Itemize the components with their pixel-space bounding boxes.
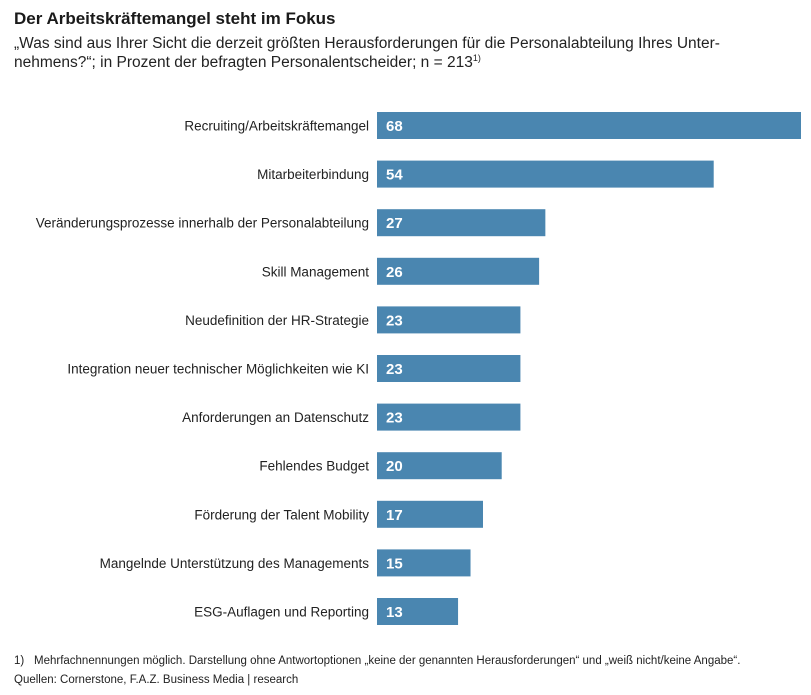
bar bbox=[377, 160, 714, 188]
category-label: Skill Management bbox=[262, 264, 370, 279]
bar bbox=[377, 355, 521, 382]
value-label: 13 bbox=[386, 604, 403, 621]
footnote-mark: 1) bbox=[14, 655, 25, 667]
bar bbox=[377, 549, 471, 577]
bar bbox=[377, 257, 540, 285]
value-label: 17 bbox=[386, 507, 403, 524]
bar bbox=[377, 403, 521, 431]
category-label: Fehlendes Budget bbox=[259, 459, 369, 474]
category-label: ESG-Auflagen und Reporting bbox=[194, 605, 369, 620]
value-label: 23 bbox=[386, 410, 403, 427]
value-label: 54 bbox=[386, 167, 403, 184]
footnote: 1) Mehrfachnennungen möglich. Darstellung… bbox=[14, 655, 804, 667]
chart-subtitle: „Was sind aus Ihrer Sicht die derzeit gr… bbox=[14, 34, 784, 72]
source-note: Quellen: Cornerstone, F.A.Z. Business Me… bbox=[14, 674, 299, 686]
value-label: 27 bbox=[386, 215, 403, 232]
category-label: Veränderungsprozesse innerhalb der Perso… bbox=[36, 216, 369, 231]
bar bbox=[377, 598, 459, 625]
category-label: Mitarbeiterbindung bbox=[257, 167, 369, 182]
value-label: 15 bbox=[386, 555, 403, 572]
category-label: Neudefinition der HR-Strategie bbox=[185, 313, 369, 328]
bar-chart: Recruiting/Arbeitskräftemangel 68 Mitarbei… bbox=[36, 112, 801, 625]
value-label: 23 bbox=[386, 312, 403, 329]
value-label: 23 bbox=[386, 361, 403, 378]
bar bbox=[377, 112, 801, 139]
value-label: 20 bbox=[386, 458, 403, 475]
subtitle-footnote-mark: 1) bbox=[472, 53, 481, 63]
category-label: Integration neuer technischer Möglichkei… bbox=[67, 362, 369, 377]
bar bbox=[377, 306, 521, 334]
chart-title: Der Arbeitskräftemangel steht im Fokus bbox=[14, 9, 336, 28]
category-label: Anforderungen an Datenschutz bbox=[182, 410, 369, 425]
bar bbox=[377, 209, 546, 237]
footnote-text: Mehrfachnennungen möglich. Darstellung o… bbox=[34, 655, 741, 667]
subtitle-text: „Was sind aus Ihrer Sicht die derzeit gr… bbox=[14, 35, 720, 71]
category-label: Recruiting/Arbeitskräftemangel bbox=[184, 119, 369, 134]
category-label: Mangelnde Unterstützung des Managements bbox=[100, 556, 370, 571]
category-label: Förderung der Talent Mobility bbox=[194, 507, 369, 522]
bar bbox=[377, 500, 483, 528]
bar bbox=[377, 452, 502, 480]
value-label: 68 bbox=[386, 118, 403, 135]
value-label: 26 bbox=[386, 264, 403, 281]
